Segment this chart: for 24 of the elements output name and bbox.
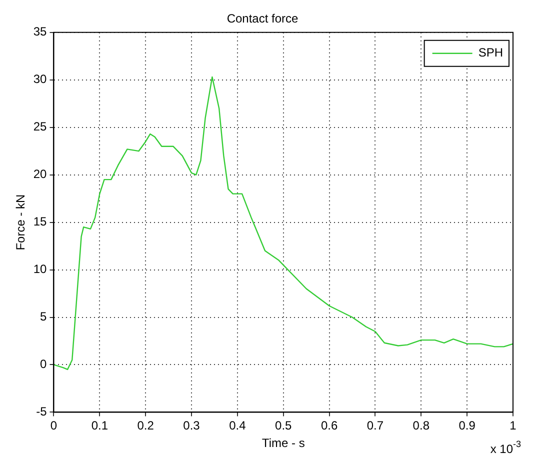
x-tick-label: 0.5 — [275, 418, 292, 433]
x-tick-label: 0 — [50, 418, 58, 433]
x-tick-label: 0.3 — [183, 418, 200, 433]
y-tick-label: 0 — [40, 357, 48, 372]
x-tick-label: 0.4 — [229, 418, 246, 433]
y-tick-label: 25 — [33, 120, 48, 134]
chart-title: Contact force — [226, 12, 299, 26]
y-tick-label: 5 — [40, 310, 48, 324]
x-tick-label: 1 — [510, 418, 517, 433]
x-tick-label: 0.6 — [320, 418, 338, 433]
x-tick-label: 0.8 — [412, 418, 430, 433]
y-tick-label: 35 — [33, 24, 48, 39]
y-tick-label: 15 — [33, 214, 48, 229]
y-axis-title: Force - kN — [14, 194, 28, 250]
x-tick-label: 0.9 — [458, 418, 476, 433]
y-tick-label: 20 — [33, 167, 48, 182]
y-tick-label: 30 — [33, 72, 48, 86]
y-tick-label: 10 — [33, 262, 48, 276]
x-tick-label: 0.1 — [91, 418, 108, 433]
y-tick-label: -5 — [36, 404, 48, 419]
x-axis-title: Time - s — [262, 436, 305, 450]
legend-label: SPH — [478, 46, 504, 60]
x-tick-label: 0.2 — [137, 418, 154, 433]
x-tick-label: 0.7 — [366, 418, 384, 433]
